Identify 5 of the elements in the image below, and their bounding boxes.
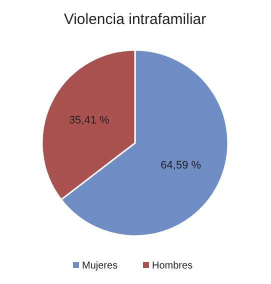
legend-label: Hombres: [152, 260, 193, 272]
data-label: 64,59 %: [160, 160, 202, 172]
chart-title: Violencia intrafamiliar: [64, 11, 206, 28]
legend-label: Mujeres: [82, 260, 118, 272]
data-label: 35,41 %: [68, 114, 110, 126]
